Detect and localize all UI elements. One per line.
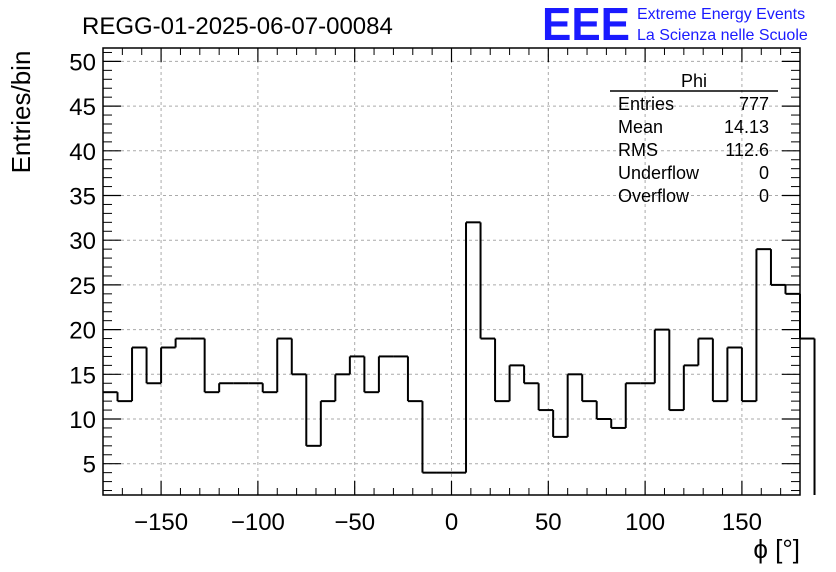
x-tick-label: −50 [334,509,375,536]
y-tick-label: 20 [69,318,96,345]
stats-rows: Entries 777 Mean 14.13 RMS 112.6 Underflow 0 Ove… [618,94,769,206]
eee-logo: EEE Extreme Energy Events La Scienza nel… [542,0,808,50]
x-tick-label: 0 [445,509,458,536]
y-tick-label: 5 [83,452,96,479]
stats-value: 14.13 [724,117,769,137]
axis-ticks [102,48,801,495]
stats-label: Entries [618,94,674,114]
stats-label: Underflow [618,163,700,183]
grid-lines [103,48,800,495]
eee-logo-mark: EEE [542,0,630,50]
histogram-series [103,221,816,495]
x-tick-label: 50 [535,509,562,536]
y-tick-label: 30 [69,228,96,255]
y-tick-label: 45 [69,94,96,121]
axis-tick-labels: −150 −100 −50 0 50 100 150 5 10 15 20 25 30 35 40 45 50 [69,49,762,536]
stats-value: 0 [759,186,769,206]
stats-label: Mean [618,117,663,137]
y-tick-label: 40 [69,139,96,166]
stats-value: 112.6 [725,140,769,160]
x-axis-label: ϕ [°] [753,534,800,564]
logo-line-2: La Scienza nelle Scuole [637,27,808,44]
chart-title: REGG-01-2025-06-07-00084 [82,13,393,40]
stats-label: RMS [618,140,658,160]
x-tick-label: 150 [722,509,762,536]
x-tick-label: 100 [625,509,665,536]
y-tick-label: 50 [69,49,96,76]
y-tick-label: 35 [69,184,96,211]
logo-line-1: Extreme Energy Events [637,6,805,23]
stats-title: Phi [681,71,707,91]
y-axis-label: Entries/bin [6,51,36,174]
y-tick-label: 25 [69,273,96,300]
stats-value: 0 [759,163,769,183]
y-tick-label: 15 [69,362,96,389]
stats-label: Overflow [618,186,690,206]
x-tick-label: −150 [134,509,188,536]
stats-value: 777 [739,94,769,114]
x-tick-label: −100 [231,509,285,536]
stats-box: Phi Entries 777 Mean 14.13 RMS 112.6 Underflow… [610,71,778,206]
y-tick-label: 10 [69,407,96,434]
